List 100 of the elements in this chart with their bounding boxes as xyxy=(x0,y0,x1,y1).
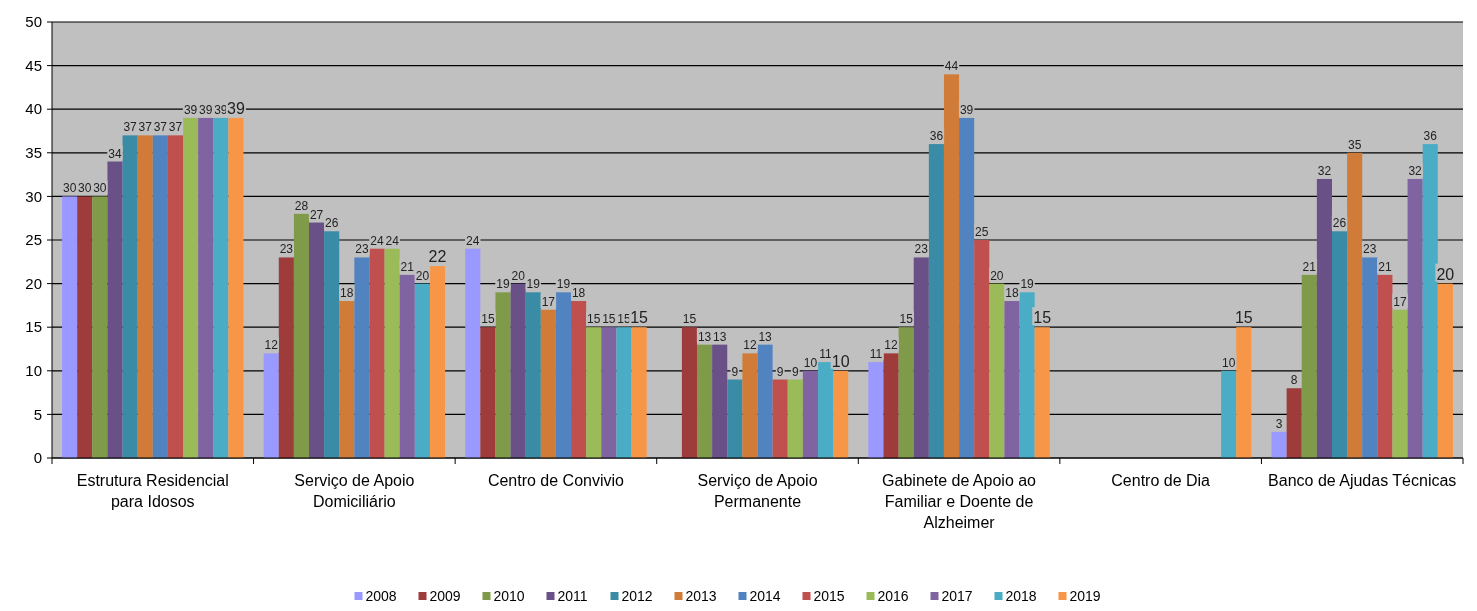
data-label: 21 xyxy=(1302,259,1317,274)
bar xyxy=(213,117,229,458)
bar xyxy=(883,353,899,458)
bar xyxy=(898,327,914,458)
y-tick-label: 10 xyxy=(25,362,42,380)
x-tick-label: Serviço de Apoio Domiciliário xyxy=(294,472,415,510)
bar xyxy=(1004,301,1020,458)
data-label: 15 xyxy=(481,312,495,327)
bar xyxy=(742,353,758,458)
y-tick-label: 0 xyxy=(33,449,42,467)
bar xyxy=(1407,178,1423,458)
data-label: 37 xyxy=(153,120,168,135)
x-tick-label: Gabinete de Apoio ao Familiar e Doente de Alzheimer xyxy=(882,472,1037,531)
bar xyxy=(293,213,309,458)
data-label: 13 xyxy=(758,329,773,344)
data-label: 36 xyxy=(1423,129,1438,144)
data-label: 25 xyxy=(975,225,989,239)
data-label: 15 xyxy=(617,312,631,327)
data-label: 24 xyxy=(385,233,400,248)
legend-label: 2019 xyxy=(1069,588,1101,604)
bar xyxy=(384,248,400,458)
bar xyxy=(868,362,884,458)
bar xyxy=(1392,309,1408,458)
data-label: 22 xyxy=(428,248,447,266)
data-label: 26 xyxy=(1332,216,1347,231)
bar xyxy=(198,117,214,458)
data-label: 20 xyxy=(990,268,1004,283)
y-tick-label: 15 xyxy=(25,318,42,336)
data-label: 36 xyxy=(929,129,944,144)
data-label: 37 xyxy=(138,120,153,135)
data-label: 17 xyxy=(541,294,556,309)
y-tick-label: 20 xyxy=(25,274,42,292)
x-tick-label: Centro de Convivio xyxy=(487,472,625,489)
data-label: 44 xyxy=(944,59,959,74)
y-tick-label: 45 xyxy=(25,56,42,74)
bar xyxy=(817,362,834,458)
bar xyxy=(681,327,698,458)
legend-label: 2008 xyxy=(365,588,397,604)
bar xyxy=(989,283,1005,458)
data-label: 3 xyxy=(1275,416,1283,431)
data-label: 15 xyxy=(1234,309,1253,327)
data-label: 23 xyxy=(355,242,369,257)
y-tick-label: 40 xyxy=(25,100,42,118)
bar xyxy=(107,161,123,458)
data-label: 32 xyxy=(1317,163,1332,178)
data-label: 12 xyxy=(743,338,757,353)
legend-label: 2010 xyxy=(493,588,525,604)
bar xyxy=(1236,327,1252,458)
data-label: 18 xyxy=(1005,286,1019,301)
bar xyxy=(137,135,153,458)
legend-label: 2011 xyxy=(557,588,588,604)
legend-label: 2016 xyxy=(877,588,909,604)
bar xyxy=(1286,388,1302,458)
data-label: 20 xyxy=(511,268,526,283)
bar xyxy=(1019,292,1035,458)
bar xyxy=(183,117,199,458)
bar xyxy=(959,117,975,458)
bar xyxy=(480,327,496,458)
bar xyxy=(1362,257,1378,458)
data-label: 8 xyxy=(1290,373,1298,388)
x-tick-label: Centro de Dia xyxy=(1111,472,1211,489)
data-label: 27 xyxy=(309,207,324,222)
data-label: 13 xyxy=(713,329,727,344)
data-label: 23 xyxy=(279,242,294,257)
bar xyxy=(1034,327,1050,458)
bar xyxy=(757,344,773,458)
data-label: 10 xyxy=(831,352,850,370)
data-label: 21 xyxy=(400,259,415,274)
bar xyxy=(772,379,788,458)
bar xyxy=(540,309,556,458)
bar xyxy=(77,196,93,458)
data-label: 9 xyxy=(776,364,784,379)
legend-label: 2012 xyxy=(621,588,653,604)
bar xyxy=(1422,144,1438,458)
bar xyxy=(974,240,990,458)
bar xyxy=(369,248,385,458)
x-tick-label: Estrutura Residencial para Idosos xyxy=(76,472,229,510)
bar xyxy=(802,370,818,458)
bar xyxy=(92,196,108,458)
bar xyxy=(712,344,728,458)
data-label: 19 xyxy=(496,277,511,292)
data-label: 9 xyxy=(731,364,739,379)
data-label: 15 xyxy=(682,312,697,327)
bar xyxy=(697,344,713,458)
legend-label: 2017 xyxy=(941,588,973,604)
bar xyxy=(324,231,340,458)
bar xyxy=(1347,152,1363,458)
data-label: 32 xyxy=(1408,163,1423,178)
data-label: 23 xyxy=(1363,242,1377,257)
data-label: 26 xyxy=(325,216,339,231)
bar xyxy=(787,379,803,458)
bar xyxy=(309,222,325,458)
data-label: 30 xyxy=(62,181,77,196)
data-label: 15 xyxy=(899,312,914,327)
data-label: 19 xyxy=(556,277,571,292)
y-tick-label: 50 xyxy=(25,13,42,31)
y-tick-label: 25 xyxy=(25,231,42,249)
bar xyxy=(1301,274,1317,458)
y-tick-label: 5 xyxy=(33,405,42,423)
bar xyxy=(1316,178,1332,458)
